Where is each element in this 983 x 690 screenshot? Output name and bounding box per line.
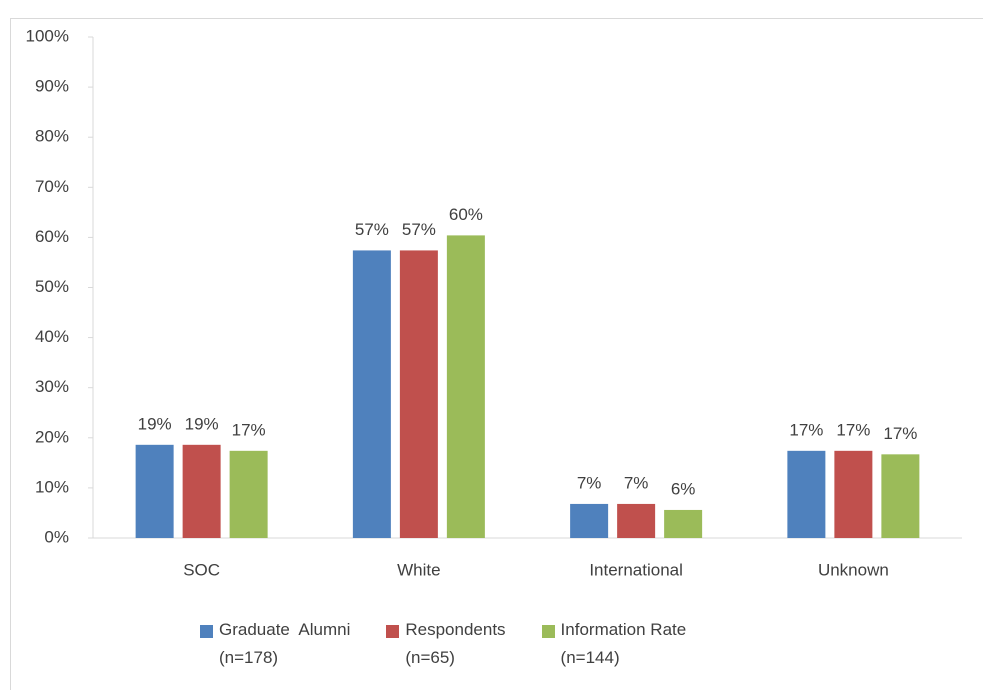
y-tick-label: 50% [35, 277, 69, 296]
data-label: 19% [185, 414, 219, 433]
data-label: 57% [355, 220, 389, 239]
data-label: 7% [577, 473, 602, 492]
bar [399, 250, 438, 538]
legend-swatch [386, 625, 400, 638]
y-tick-label: 20% [35, 427, 69, 446]
bar [834, 450, 873, 538]
y-tick-label: 70% [35, 177, 69, 196]
data-label: 6% [671, 479, 696, 498]
y-tick-label: 10% [35, 477, 69, 496]
y-tick-label: 30% [35, 377, 69, 396]
data-label: 17% [836, 420, 870, 439]
data-label: 60% [449, 205, 483, 224]
data-label: 17% [232, 420, 266, 439]
data-label: 17% [789, 420, 823, 439]
bar [570, 503, 609, 538]
x-tick-label: Unknown [818, 560, 889, 579]
bar [446, 235, 485, 538]
y-tick-label: 40% [35, 327, 69, 346]
data-label: 17% [883, 424, 917, 443]
legend-swatch [541, 625, 555, 638]
chart-frame [10, 18, 983, 690]
y-tick-label: 100% [26, 26, 69, 45]
x-tick-label: White [397, 560, 440, 579]
bar [135, 444, 174, 538]
legend-label: Respondents (n=65) [405, 620, 506, 667]
bar [229, 450, 268, 538]
legend-item: Respondents (n=65) [386, 620, 506, 672]
data-label: 57% [402, 220, 436, 239]
legend-swatch [200, 625, 213, 638]
legend-item: Graduate Alumni (n=178) [200, 620, 350, 672]
x-tick-label: International [589, 560, 683, 579]
legend-label: Graduate Alumni (n=178) [219, 620, 351, 667]
y-tick-label: 0% [44, 527, 69, 546]
y-tick-label: 60% [35, 227, 69, 246]
bar [182, 444, 221, 538]
bar [664, 509, 703, 538]
data-label: 19% [138, 414, 172, 433]
bar [881, 454, 920, 538]
bar [352, 250, 391, 538]
x-tick-label: SOC [183, 560, 220, 579]
bar [787, 450, 826, 538]
data-label: 7% [624, 473, 649, 492]
legend: Graduate Alumni (n=178) Respondents (n=65… [200, 620, 686, 672]
legend-label: Information Rate (n=144) [560, 620, 687, 667]
y-tick-label: 90% [35, 77, 69, 96]
y-tick-label: 80% [35, 127, 69, 146]
bar [617, 503, 656, 538]
legend-item: Information Rate (n=144) [541, 620, 686, 672]
